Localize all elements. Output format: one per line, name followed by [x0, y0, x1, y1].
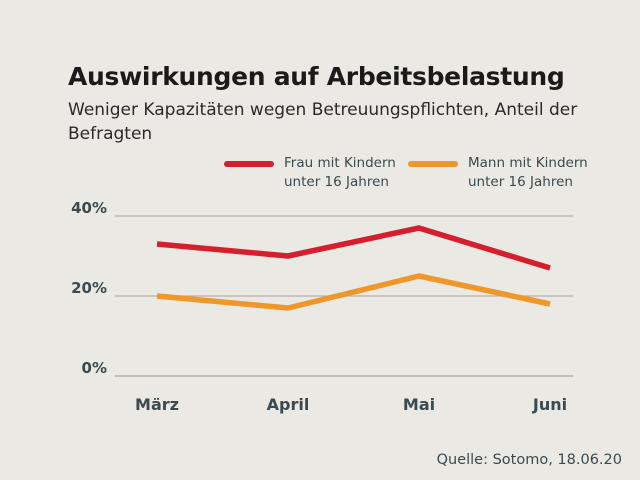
legend-swatch-frau	[224, 161, 274, 167]
x-tick-label-0: März	[135, 395, 179, 414]
source-note: Quelle: Sotomo, 18.06.20	[436, 452, 622, 468]
y-tick-label-40: 40%	[71, 199, 107, 217]
legend-label-mann: Mann mit Kindern unter 16 Jahren	[468, 154, 598, 192]
legend-item-frau: Frau mit Kindern unter 16 Jahren	[224, 154, 414, 192]
series-line-0	[156, 225, 551, 271]
y-tick-label-0: 0%	[82, 359, 107, 377]
legend-swatch-mann	[408, 161, 458, 167]
legend-label-frau-line1: Frau mit Kindern	[284, 155, 396, 171]
x-tick-label-3: Juni	[532, 395, 567, 414]
chart-subtitle: Weniger Kapazitäten wegen Betreuungspfli…	[68, 100, 578, 144]
x-tick-label-2: Mai	[403, 395, 435, 414]
series-line-1	[156, 273, 551, 311]
legend-label-frau: Frau mit Kindern unter 16 Jahren	[284, 154, 414, 192]
legend-item-mann: Mann mit Kindern unter 16 Jahren	[408, 154, 598, 192]
x-tick-label-1: April	[267, 395, 310, 414]
chart-title: Auswirkungen auf Arbeitsbelastung	[68, 62, 565, 91]
legend-label-mann-line2: unter 16 Jahren	[468, 174, 573, 190]
y-tick-label-20: 20%	[71, 279, 107, 297]
legend-label-mann-line1: Mann mit Kindern	[468, 155, 588, 171]
legend-label-frau-line2: unter 16 Jahren	[284, 174, 389, 190]
